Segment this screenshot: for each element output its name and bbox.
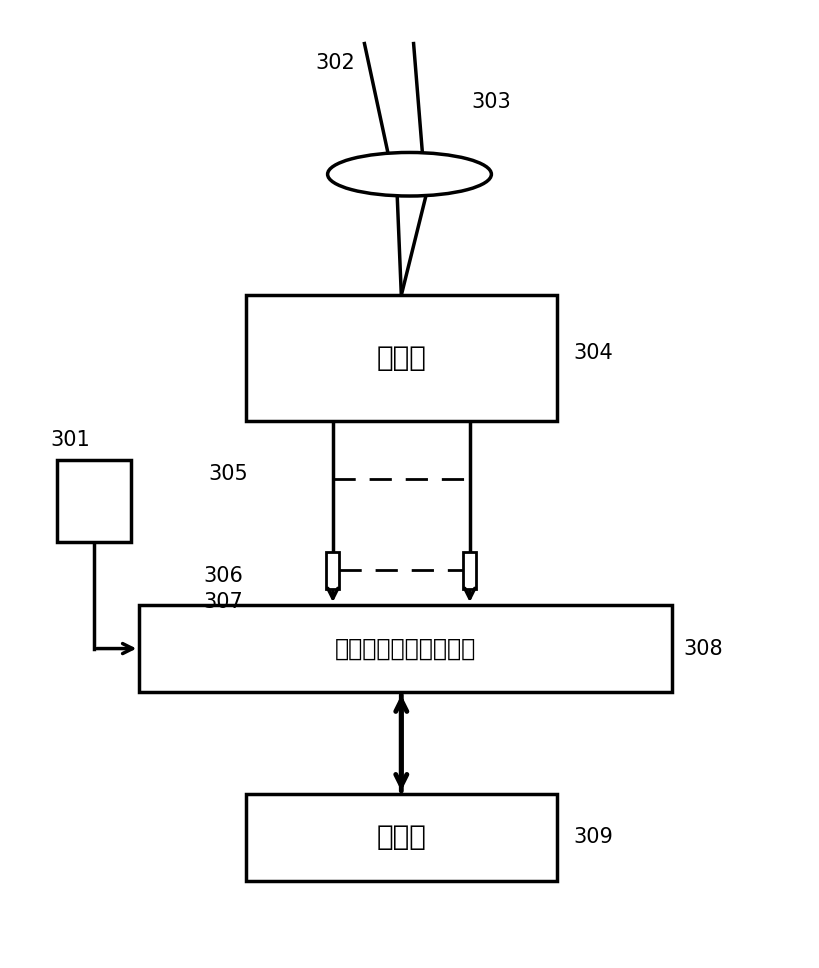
Text: 307: 307	[203, 592, 243, 612]
Bar	[326, 552, 339, 589]
Text: 308: 308	[684, 639, 723, 658]
Ellipse shape	[328, 152, 491, 196]
Text: 单色仪: 单色仪	[377, 345, 426, 372]
Bar	[464, 552, 477, 589]
Text: 303: 303	[471, 92, 511, 111]
Text: 304: 304	[573, 344, 613, 363]
Text: 309: 309	[573, 828, 613, 847]
Bar	[139, 605, 672, 692]
Text: 305: 305	[209, 465, 249, 484]
Text: 计算机: 计算机	[377, 824, 426, 851]
Text: 302: 302	[315, 53, 355, 73]
Bar	[57, 460, 131, 542]
Text: 301: 301	[51, 431, 91, 450]
Text: 多通道同步锁相放大器: 多通道同步锁相放大器	[335, 637, 476, 660]
Text: 306: 306	[203, 566, 243, 586]
Bar	[246, 794, 557, 881]
Bar	[246, 295, 557, 421]
